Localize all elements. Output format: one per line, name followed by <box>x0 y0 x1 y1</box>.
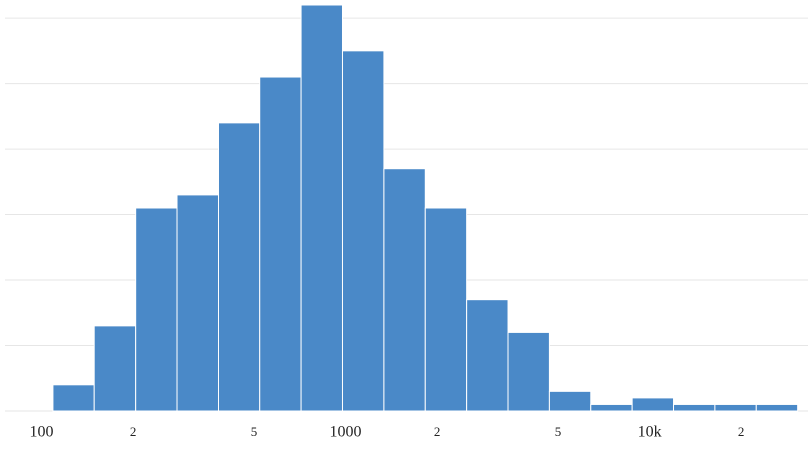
bar <box>300 4 343 412</box>
bar <box>93 325 137 412</box>
x-tick-label: 5 <box>251 424 258 439</box>
x-tick-label: 5 <box>555 424 562 439</box>
bar <box>631 397 675 412</box>
bar <box>135 207 178 412</box>
x-tick-label: 1000 <box>330 424 362 441</box>
x-tick-label: 2 <box>738 424 745 439</box>
bar <box>466 299 509 412</box>
bar <box>341 50 385 412</box>
x-tick-label: 2 <box>434 424 441 439</box>
bar <box>548 390 592 412</box>
bar <box>714 403 757 412</box>
x-tick-label: 10k <box>638 424 662 441</box>
bar <box>218 122 261 412</box>
x-tick-label: 2 <box>130 424 137 439</box>
bar <box>590 403 633 412</box>
bar <box>424 207 468 412</box>
bar <box>755 403 799 412</box>
bar <box>383 168 426 412</box>
bar <box>507 331 550 412</box>
bar <box>52 384 95 412</box>
x-tick-label: 100 <box>30 424 54 441</box>
bar <box>259 76 302 412</box>
bar <box>176 194 220 412</box>
bar <box>673 403 716 412</box>
